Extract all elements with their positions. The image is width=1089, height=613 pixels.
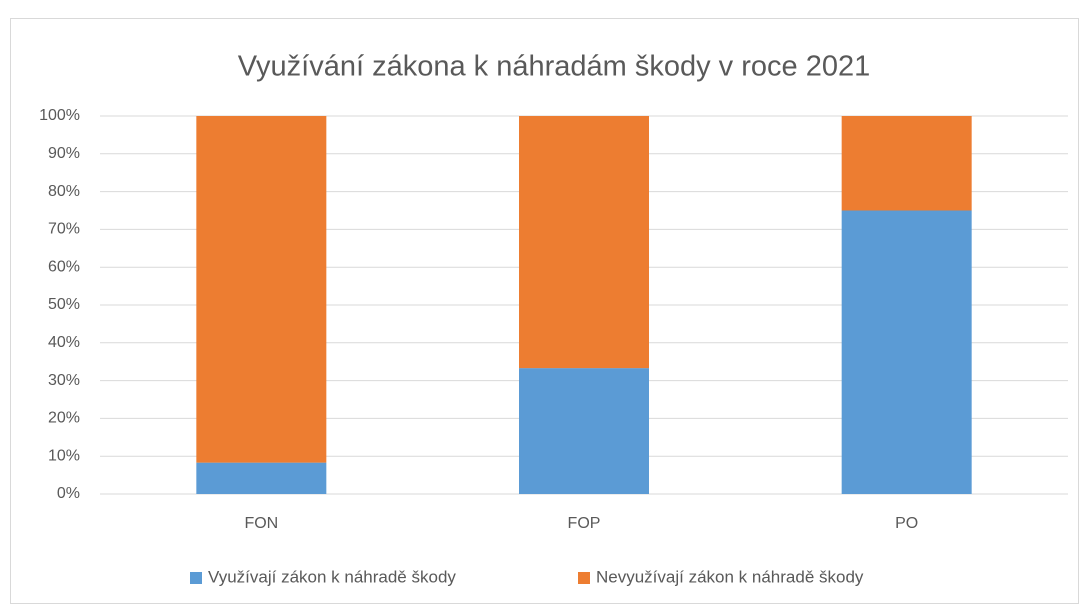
x-tick-label: FON [244,515,278,532]
y-tick-label: 0% [57,485,80,502]
y-tick-label: 50% [48,296,80,313]
y-tick-label: 80% [48,183,80,200]
y-tick-label: 100% [39,107,80,124]
y-tick-label: 60% [48,258,80,275]
bar-segment [519,116,649,369]
bar-segment [841,210,972,494]
legend-swatch [190,572,202,584]
legend-label: Využívají zákon k náhradě škody [208,567,456,586]
y-tick-label: 40% [48,334,80,351]
y-tick-label: 20% [48,410,80,427]
chart-title: Využívání zákona k náhradám škody v roce… [238,51,870,83]
bar-segment [196,116,327,463]
y-tick-label: 10% [48,447,80,464]
legend-swatch [578,572,590,584]
bar-segment [519,368,649,494]
x-tick-label: PO [895,515,918,532]
legend-label: Nevyužívají zákon k náhradě škody [596,567,864,586]
y-tick-label: 70% [48,221,80,238]
bar-segment [841,116,972,211]
x-tick-label: FOP [568,515,601,532]
y-tick-label: 90% [48,145,80,162]
y-tick-label: 30% [48,372,80,389]
bar-segment [196,462,327,494]
